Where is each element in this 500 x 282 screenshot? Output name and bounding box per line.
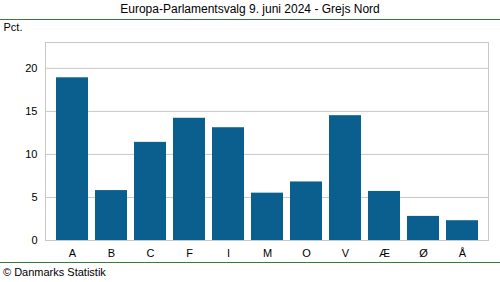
svg-text:20: 20 [25, 62, 37, 74]
svg-text:10: 10 [25, 148, 37, 160]
svg-text:F: F [186, 247, 193, 259]
html-text:© Danmarks Statistik: © Danmarks Statistik [3, 266, 106, 278]
svg-text:V: V [342, 247, 350, 259]
svg-text:0: 0 [31, 234, 37, 246]
svg-text:B: B [108, 247, 115, 259]
svg-text:M: M [263, 247, 272, 259]
svg-text:Æ: Æ [379, 247, 390, 259]
svg-text:15: 15 [25, 105, 37, 117]
svg-text:Pct.: Pct. [4, 21, 23, 33]
svg-text:I: I [227, 247, 230, 259]
svg-text:A: A [69, 247, 77, 259]
html-text:Europa-Parlamentsvalg 9. juni: Europa-Parlamentsvalg 9. juni 2024 - Gre… [120, 2, 380, 16]
svg-text:Ø: Ø [419, 247, 428, 259]
svg-text:O: O [302, 247, 311, 259]
svg-text:Å: Å [459, 247, 467, 259]
svg-text:C: C [147, 247, 155, 259]
svg-text:5: 5 [31, 191, 37, 203]
